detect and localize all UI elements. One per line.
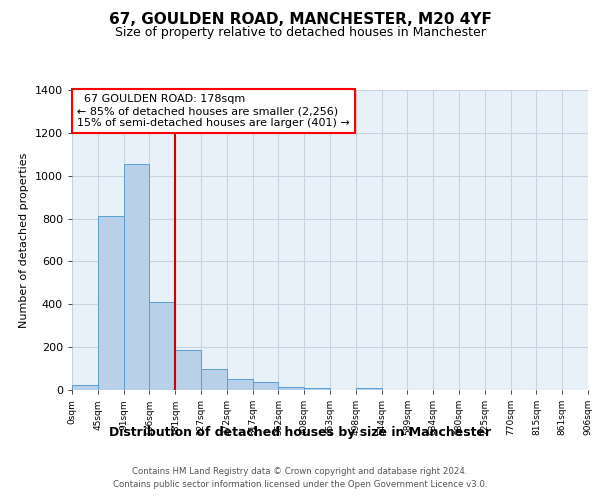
Bar xyxy=(304,388,330,390)
Bar xyxy=(201,368,227,390)
Text: Contains HM Land Registry data © Crown copyright and database right 2024.: Contains HM Land Registry data © Crown c… xyxy=(132,467,468,476)
Text: Distribution of detached houses by size in Manchester: Distribution of detached houses by size … xyxy=(109,426,491,439)
Bar xyxy=(124,164,149,390)
Bar xyxy=(98,216,124,390)
Text: 67 GOULDEN ROAD: 178sqm
← 85% of detached houses are smaller (2,256)
15% of semi: 67 GOULDEN ROAD: 178sqm ← 85% of detache… xyxy=(77,94,350,128)
Bar xyxy=(253,382,278,390)
Text: 67, GOULDEN ROAD, MANCHESTER, M20 4YF: 67, GOULDEN ROAD, MANCHESTER, M20 4YF xyxy=(109,12,491,28)
Bar xyxy=(356,388,382,390)
Bar xyxy=(175,350,201,390)
Bar xyxy=(227,380,253,390)
Text: Size of property relative to detached houses in Manchester: Size of property relative to detached ho… xyxy=(115,26,485,39)
Y-axis label: Number of detached properties: Number of detached properties xyxy=(19,152,29,328)
Text: Contains public sector information licensed under the Open Government Licence v3: Contains public sector information licen… xyxy=(113,480,487,489)
Bar xyxy=(72,384,98,390)
Bar xyxy=(149,302,175,390)
Bar xyxy=(278,387,304,390)
